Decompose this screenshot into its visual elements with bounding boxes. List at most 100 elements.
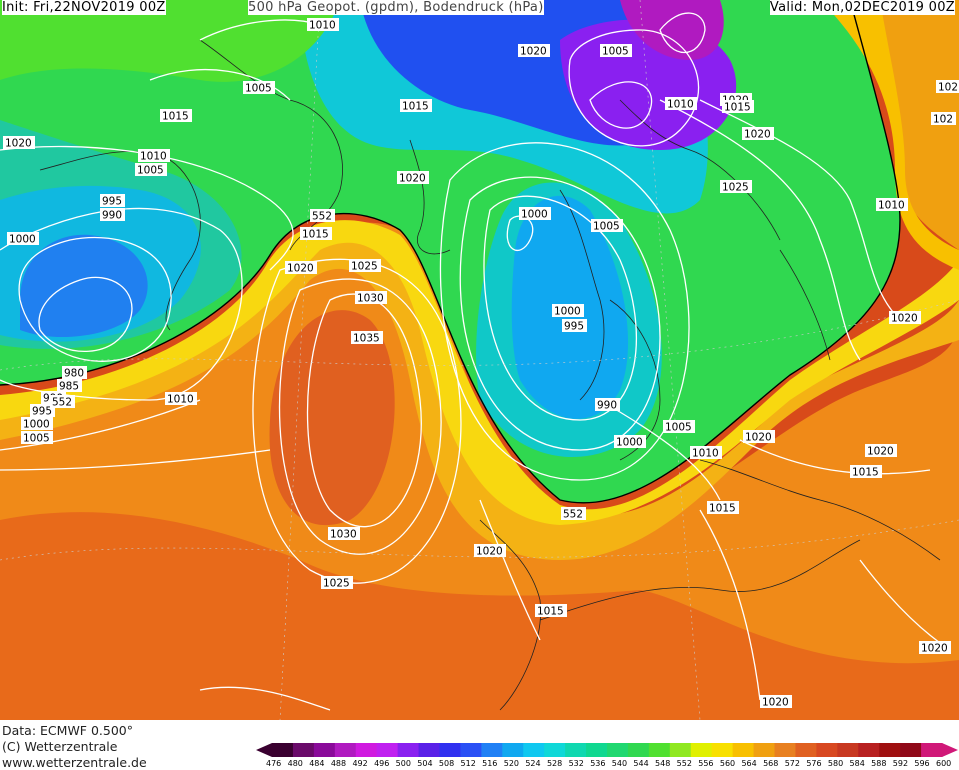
isobar-label-box xyxy=(349,259,381,272)
colorbar-tick-label: 560 xyxy=(720,759,735,768)
isobar-label: 1000 xyxy=(521,209,548,221)
isobar-label-box xyxy=(57,379,82,392)
isobar-label: 102 xyxy=(933,114,953,126)
colorbar-swatch xyxy=(460,743,482,757)
colorbar-tick-label: 484 xyxy=(309,759,324,768)
552-contour xyxy=(0,0,901,504)
colorbar-swatch xyxy=(753,743,775,757)
colorbar-swatch xyxy=(627,743,650,757)
isobar-label-box xyxy=(328,527,360,540)
isobar-label: 1025 xyxy=(323,578,350,590)
colorbar-swatch xyxy=(648,743,671,757)
colorbar-swatch xyxy=(313,743,336,757)
isobar-label-box xyxy=(720,180,752,193)
init-time-label: Init: Fri,22NOV2019 00Z xyxy=(2,0,166,15)
colorbar-tick-label: 572 xyxy=(785,759,800,768)
isobar-label: 552 xyxy=(563,509,583,521)
isobar-label-box xyxy=(742,127,774,140)
isobar-label: 1000 xyxy=(9,234,36,246)
colorbar-tick-label: 588 xyxy=(871,759,886,768)
isobar-label-box xyxy=(665,97,697,110)
isobar-label: 995 xyxy=(102,196,122,208)
colorbar-swatch xyxy=(795,743,817,757)
isobar-label-box xyxy=(135,163,167,176)
isobar-label: 1020 xyxy=(476,546,503,558)
isobar-label: 1010 xyxy=(667,99,694,111)
website-url: www.wetterzentrale.de xyxy=(2,755,147,770)
isobar-label-box xyxy=(889,311,921,324)
isobar-label-box xyxy=(562,319,587,332)
colorbar-swatch xyxy=(774,743,796,757)
colorbar-swatch xyxy=(565,743,587,757)
isobar-label: 1020 xyxy=(744,129,771,141)
isobar-labels: 1010 1020 1005 1005 1015 1015 995 1020 1010 1005 9… xyxy=(3,18,959,709)
colorbar-tick-label: 552 xyxy=(677,759,692,768)
isobar-label-box xyxy=(321,576,353,589)
colorbar-tick-label: 556 xyxy=(698,759,713,768)
isobar-label-box xyxy=(707,501,739,514)
colorbar-tick-label: 576 xyxy=(806,759,821,768)
colorbar-tick-label: 540 xyxy=(612,759,627,768)
weather-map: 1010 1020 1005 1005 1015 1015 995 1020 1010 1005 9… xyxy=(0,0,959,720)
isobar-label-box xyxy=(474,544,506,557)
colorbar-tick-label: 520 xyxy=(504,759,519,768)
colorbar-tick-label: 492 xyxy=(352,759,367,768)
colorbar-swatch xyxy=(816,743,838,757)
isobar-label: 1020 xyxy=(5,138,32,150)
isobar-label: 990 xyxy=(102,210,122,222)
isobar-label: 995 xyxy=(564,321,584,333)
isobar-label-box xyxy=(936,80,959,93)
isobar-label-box xyxy=(519,207,551,220)
isobar-label: 1005 xyxy=(245,83,272,95)
isobar-label: 1010 xyxy=(878,200,905,212)
colorbar-tick-label: 504 xyxy=(417,759,432,768)
colorbar-tick-label: 564 xyxy=(741,759,756,768)
colorbar-swatch xyxy=(690,743,713,757)
isobar-label: 552 xyxy=(312,211,332,223)
isobar-label: 1005 xyxy=(593,221,620,233)
colorbar-swatch xyxy=(272,743,294,757)
isobar-label-box xyxy=(591,219,623,232)
isobar-label-box xyxy=(160,109,192,122)
colorbar-tick-label: 516 xyxy=(482,759,497,768)
isobar-label-box xyxy=(535,604,567,617)
isobars xyxy=(0,12,951,711)
colorbar-swatch xyxy=(879,743,901,757)
isobar-label-box xyxy=(285,261,317,274)
isobar-label: 985 xyxy=(59,381,79,393)
isobar-label-box xyxy=(21,431,53,444)
isobar-label-box xyxy=(561,507,586,520)
isobar-label-box xyxy=(760,695,792,708)
colorbar-tick-label: 496 xyxy=(374,759,389,768)
copyright-label: (C) Wetterzentrale xyxy=(2,739,118,754)
isobar-label-box xyxy=(397,171,429,184)
colorbar-tick-label: 528 xyxy=(547,759,562,768)
isobar-label-box xyxy=(518,44,550,57)
isobar-label: 1000 xyxy=(616,437,643,449)
isobar-label: 1025 xyxy=(722,182,749,194)
colorbar-swatch xyxy=(732,743,755,757)
isobar-label-box xyxy=(50,395,75,408)
colorbar-left-arrow xyxy=(256,743,272,757)
isobar-label: 1030 xyxy=(357,293,384,305)
colorbar-swatch xyxy=(607,743,629,757)
colorbar-swatch xyxy=(586,743,608,757)
isobar-label: 1010 xyxy=(309,20,336,32)
isobar-label: 990 xyxy=(597,400,617,412)
colorbar-swatch xyxy=(711,743,734,757)
isobar-label-box xyxy=(722,100,754,113)
colorbar-swatch xyxy=(397,743,420,757)
data-source-label: Data: ECMWF 0.500° xyxy=(2,723,133,738)
isobar-label: 1015 xyxy=(537,606,564,618)
isobar-label: 1015 xyxy=(162,111,189,123)
isobar-label-box xyxy=(62,366,87,379)
colorbar-tick-label: 584 xyxy=(850,759,865,768)
isobar-label: 980 xyxy=(64,368,84,380)
colorbar-swatch xyxy=(544,743,566,757)
isobar-label-box xyxy=(850,465,882,478)
isobar-label-box xyxy=(690,446,722,459)
isobar-label: 1020 xyxy=(867,446,894,458)
isobar-label-box xyxy=(876,198,908,211)
isobar-label: 1030 xyxy=(330,529,357,541)
colorbar-tick-label: 544 xyxy=(633,759,648,768)
